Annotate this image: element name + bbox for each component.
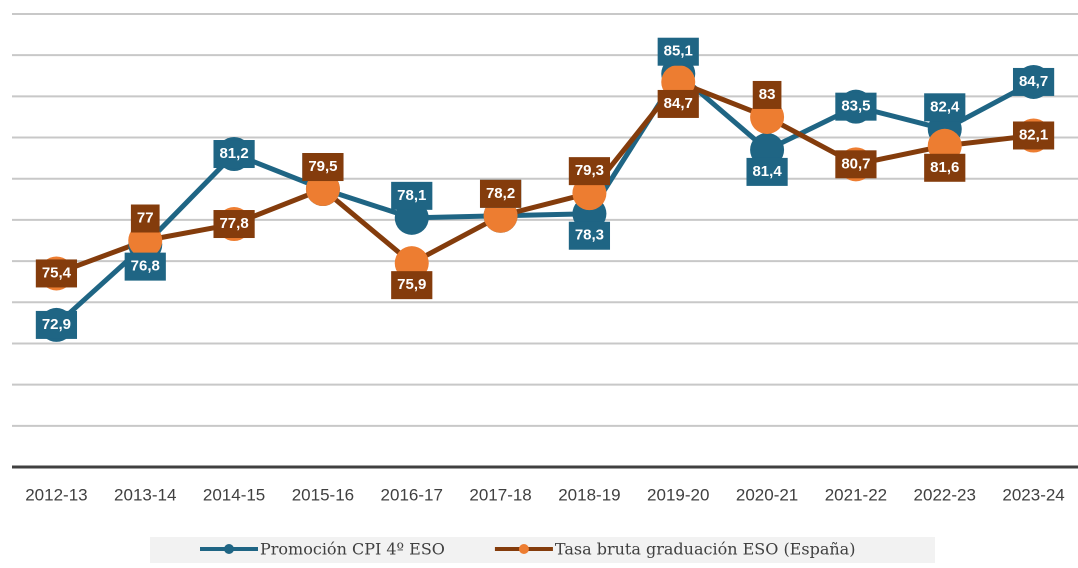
data-label-box bbox=[752, 80, 782, 109]
data-label-box bbox=[924, 93, 966, 122]
series-line bbox=[55, 79, 1034, 276]
data-label-box bbox=[568, 221, 611, 250]
data-label: 79,3 bbox=[575, 162, 604, 179]
data-label: 79,5 bbox=[308, 158, 337, 175]
legend-label: Promoción CPI 4º ESO bbox=[260, 540, 445, 559]
data-label: 75,9 bbox=[397, 276, 426, 293]
data-label-box bbox=[568, 157, 611, 186]
data-label-box bbox=[657, 89, 699, 118]
data-label: 78,2 bbox=[486, 185, 515, 202]
data-label: 82,4 bbox=[930, 98, 960, 115]
x-tick-label: 2017-18 bbox=[469, 485, 531, 504]
x-tick-label: 2016-17 bbox=[381, 485, 443, 504]
legend-label: Tasa bruta graduación ESO (España) bbox=[555, 540, 856, 559]
data-label-box bbox=[213, 210, 255, 239]
legend-marker bbox=[224, 544, 234, 554]
x-tick-label: 2022-23 bbox=[914, 485, 976, 504]
data-label: 83,5 bbox=[841, 98, 870, 115]
data-label-box bbox=[35, 259, 78, 288]
data-label-box bbox=[213, 140, 255, 169]
data-label-box bbox=[302, 153, 344, 182]
data-label: 80,7 bbox=[841, 155, 870, 172]
data-label-box bbox=[124, 252, 166, 281]
data-label: 81,4 bbox=[752, 163, 782, 180]
data-label: 84,7 bbox=[664, 95, 693, 112]
data-label-box bbox=[479, 179, 522, 208]
data-label: 81,2 bbox=[219, 145, 248, 162]
data-label-box bbox=[746, 157, 788, 186]
data-label: 78,3 bbox=[575, 227, 604, 244]
x-tick-label: 2019-20 bbox=[647, 485, 709, 504]
x-tick-label: 2023-24 bbox=[1002, 485, 1064, 504]
data-label-box bbox=[924, 153, 966, 182]
data-label: 75,4 bbox=[42, 264, 72, 281]
data-label-box bbox=[657, 37, 699, 66]
x-tick-label: 2013-14 bbox=[114, 485, 176, 504]
x-tick-label: 2012-13 bbox=[25, 485, 87, 504]
data-label-box bbox=[391, 181, 433, 210]
data-label-box bbox=[1012, 67, 1055, 96]
data-label: 72,9 bbox=[42, 316, 71, 333]
data-label: 81,6 bbox=[930, 159, 959, 176]
data-label-box bbox=[1012, 121, 1055, 150]
series-line bbox=[54, 71, 1035, 327]
data-label-box bbox=[391, 271, 433, 300]
data-label: 84,7 bbox=[1019, 73, 1048, 90]
data-label: 83 bbox=[759, 86, 776, 103]
x-tick-label: 2014-15 bbox=[203, 485, 265, 504]
data-label: 82,1 bbox=[1019, 126, 1048, 143]
data-label: 77,8 bbox=[219, 215, 248, 232]
x-tick-label: 2020-21 bbox=[736, 485, 798, 504]
data-label-box bbox=[835, 92, 877, 121]
data-label-box bbox=[35, 310, 78, 339]
data-label: 76,8 bbox=[131, 258, 160, 275]
data-label: 78,1 bbox=[397, 187, 426, 204]
data-label: 77 bbox=[137, 209, 154, 226]
x-tick-label: 2021-22 bbox=[825, 485, 887, 504]
data-label-box bbox=[130, 204, 160, 233]
x-tick-label: 2015-16 bbox=[292, 485, 354, 504]
data-label-box bbox=[835, 150, 877, 179]
data-label: 85,1 bbox=[664, 43, 693, 60]
x-tick-label: 2018-19 bbox=[558, 485, 620, 504]
legend-marker bbox=[518, 544, 529, 554]
